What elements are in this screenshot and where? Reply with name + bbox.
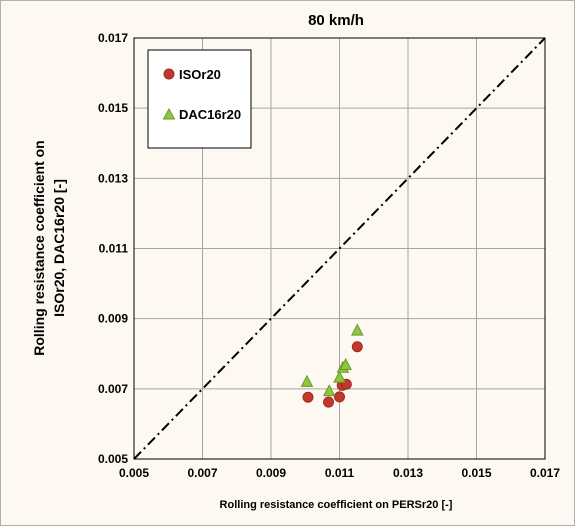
point-dac16r20 <box>333 370 346 383</box>
y-tick-label: 0.015 <box>98 101 128 115</box>
legend-marker-dac16r20 <box>162 107 176 120</box>
y-tick-label: 0.011 <box>99 242 129 256</box>
point-dac16r20 <box>300 374 314 387</box>
y-tick-label: 0.007 <box>98 382 128 396</box>
reference-line <box>133 37 546 460</box>
x-tick-labels: 0.005 0.007 0.009 0.011 0.013 0.015 0.017 <box>119 466 560 480</box>
legend-box <box>147 49 252 149</box>
x-tick-label: 0.017 <box>530 466 560 480</box>
legend: ISOr20 DAC16r20 <box>147 49 252 149</box>
point-dac16r20 <box>350 323 364 336</box>
y-tick-label: 0.013 <box>98 171 128 185</box>
point-isor20 <box>351 341 363 353</box>
legend-label-isor20: ISOr20 <box>179 67 221 82</box>
chart-title: 80 km/h <box>308 12 364 29</box>
y-axis-label-line2: ISOr20, DAC16r20 [-] <box>51 179 67 317</box>
point-isor20 <box>334 391 345 403</box>
x-tick-label: 0.015 <box>461 466 491 480</box>
x-tick-label: 0.013 <box>393 466 423 480</box>
y-tick-label: 0.017 <box>98 31 128 45</box>
y-tick-label: 0.005 <box>98 452 128 466</box>
x-tick-label: 0.007 <box>187 466 217 480</box>
plot-area <box>133 37 546 460</box>
point-dac16r20 <box>322 384 336 397</box>
y-tick-label: 0.009 <box>98 312 128 326</box>
y-tick-labels: 0.005 0.007 0.009 0.011 0.013 0.015 0.017 <box>98 31 128 466</box>
y-axis-label-line1: Rolling resistance coefficient on <box>31 140 47 356</box>
legend-label-dac16r20: DAC16r20 <box>179 107 241 122</box>
data-points <box>300 323 364 408</box>
x-axis-label: Rolling resistance coefficient on PERSr2… <box>220 499 453 511</box>
x-tick-label: 0.009 <box>256 466 286 480</box>
x-tick-label: 0.011 <box>325 466 355 480</box>
x-tick-label: 0.005 <box>119 466 149 480</box>
point-isor20 <box>323 396 335 408</box>
legend-marker-isor20 <box>163 68 175 80</box>
point-dac16r20 <box>339 357 352 370</box>
point-isor20 <box>302 391 314 403</box>
